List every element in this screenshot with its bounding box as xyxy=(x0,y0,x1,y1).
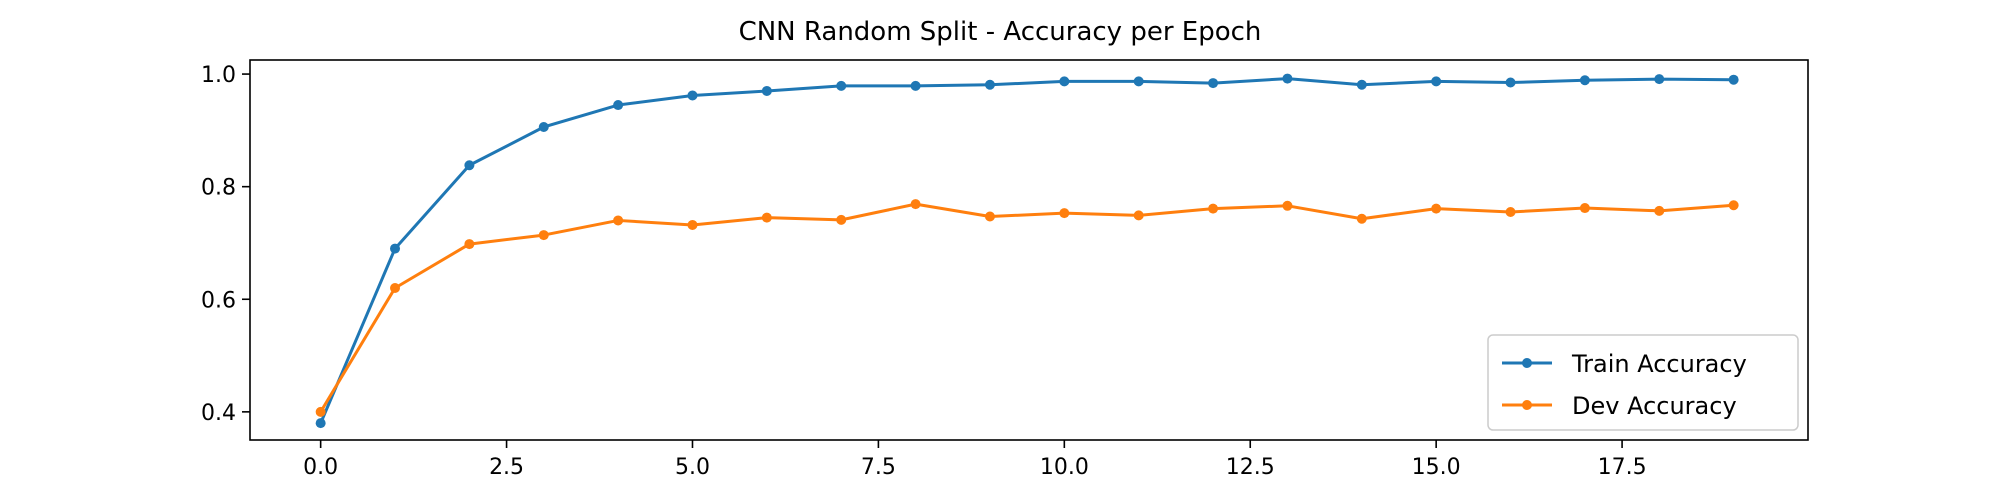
data-point-train-accuracy xyxy=(1654,74,1665,85)
y-tick-label: 0.8 xyxy=(201,176,236,201)
data-point-dev-accuracy xyxy=(1133,210,1144,221)
data-point-train-accuracy xyxy=(1208,78,1219,89)
data-point-dev-accuracy xyxy=(910,199,921,210)
series-dev-accuracy xyxy=(315,199,1739,417)
data-point-dev-accuracy xyxy=(1654,205,1665,216)
x-tick-label: 17.5 xyxy=(1598,455,1647,480)
data-point-train-accuracy xyxy=(984,79,995,90)
data-point-dev-accuracy xyxy=(613,215,624,226)
series-line-train-accuracy xyxy=(319,77,1736,425)
data-point-train-accuracy xyxy=(836,80,847,91)
data-point-train-accuracy xyxy=(761,85,772,96)
data-point-train-accuracy xyxy=(1282,73,1293,84)
x-tick-label: 15.0 xyxy=(1412,455,1461,480)
data-point-train-accuracy xyxy=(1579,75,1590,86)
legend-item-dev-accuracy: Dev Accuracy xyxy=(1502,392,1737,420)
data-point-dev-accuracy xyxy=(1728,200,1739,211)
x-tick-label: 5.0 xyxy=(675,455,710,480)
data-point-dev-accuracy xyxy=(1579,203,1590,214)
data-point-dev-accuracy xyxy=(761,212,772,223)
data-point-dev-accuracy xyxy=(687,219,698,230)
x-tick-label: 0.0 xyxy=(303,455,338,480)
data-point-dev-accuracy xyxy=(1431,203,1442,214)
plot-area xyxy=(249,59,1809,441)
data-point-train-accuracy xyxy=(1431,76,1442,87)
legend-swatch-marker xyxy=(1522,358,1532,368)
data-point-train-accuracy xyxy=(1728,74,1739,85)
plot-frame xyxy=(249,59,1809,441)
data-point-dev-accuracy xyxy=(464,239,475,250)
data-point-train-accuracy xyxy=(910,80,921,91)
x-tick-label: 7.5 xyxy=(861,455,896,480)
data-point-train-accuracy xyxy=(1505,77,1516,88)
y-tick-label: 1.0 xyxy=(201,63,236,88)
x-tick-label: 10.0 xyxy=(1040,455,1089,480)
data-point-dev-accuracy xyxy=(836,214,847,225)
data-point-train-accuracy xyxy=(390,243,401,254)
data-point-train-accuracy xyxy=(315,418,326,429)
data-point-dev-accuracy xyxy=(315,406,326,417)
data-point-train-accuracy xyxy=(613,100,624,111)
legend-label: Dev Accuracy xyxy=(1572,392,1737,420)
data-point-dev-accuracy xyxy=(1282,200,1293,211)
data-point-train-accuracy xyxy=(687,90,698,101)
data-point-train-accuracy xyxy=(1133,76,1144,87)
legend-label: Train Accuracy xyxy=(1571,350,1747,378)
x-axis: 0.0 2.5 5.0 7.5 10.0 12.5 15.0 17.5 xyxy=(303,440,1647,480)
legend: Train Accuracy Dev Accuracy xyxy=(1487,334,1799,431)
chart-title: CNN Random Split - Accuracy per Epoch xyxy=(739,17,1262,47)
data-point-train-accuracy xyxy=(1059,76,1070,87)
y-axis: 0.4 0.6 0.8 1.0 xyxy=(201,63,250,426)
data-point-dev-accuracy xyxy=(1505,207,1516,217)
data-point-train-accuracy xyxy=(464,160,475,171)
data-point-dev-accuracy xyxy=(538,230,549,241)
series-train-accuracy xyxy=(315,73,1739,429)
legend-box xyxy=(1487,334,1799,431)
y-tick-label: 0.4 xyxy=(201,401,236,426)
series-line-dev-accuracy xyxy=(319,202,1736,414)
x-tick-label: 2.5 xyxy=(489,455,524,480)
legend-swatch-marker xyxy=(1522,400,1532,410)
y-tick-label: 0.6 xyxy=(201,288,236,313)
data-point-train-accuracy xyxy=(538,121,549,132)
data-point-train-accuracy xyxy=(1356,79,1367,90)
data-point-dev-accuracy xyxy=(1356,213,1367,224)
x-tick-label: 12.5 xyxy=(1226,455,1275,480)
series-layer xyxy=(315,73,1739,429)
data-point-dev-accuracy xyxy=(1208,203,1219,214)
data-point-dev-accuracy xyxy=(390,283,401,293)
data-point-dev-accuracy xyxy=(1059,208,1070,219)
legend-item-train-accuracy: Train Accuracy xyxy=(1502,350,1747,378)
data-point-dev-accuracy xyxy=(984,211,995,222)
